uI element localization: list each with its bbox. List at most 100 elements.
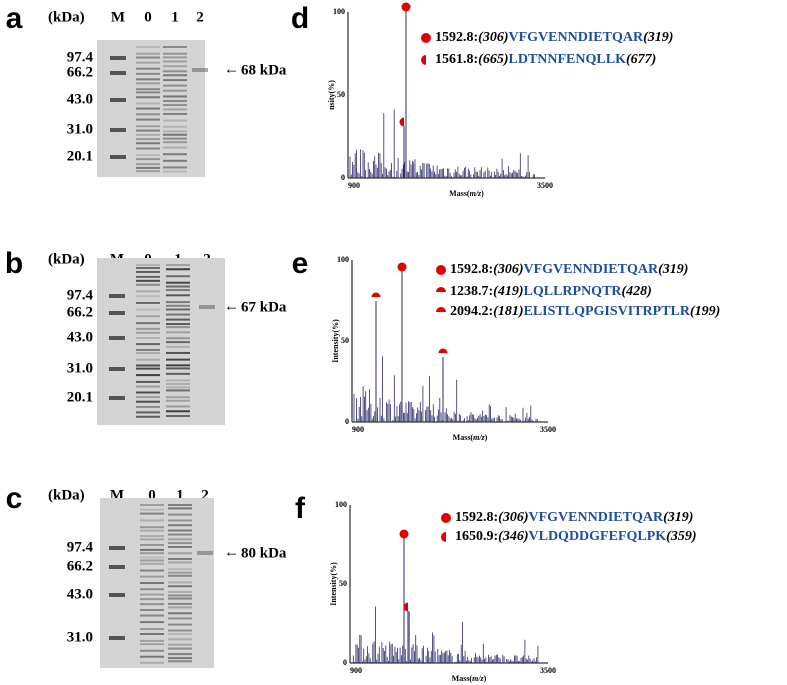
protein-band [168, 529, 192, 532]
peak-symbol [441, 513, 451, 523]
x-label-part: Mass( [452, 674, 473, 683]
protein-band [136, 348, 160, 351]
protein-band [140, 508, 164, 511]
target-band [192, 68, 208, 72]
marker-band [109, 593, 125, 597]
protein-band [136, 380, 160, 383]
x-label-part: Mass( [449, 189, 470, 198]
protein-band [166, 318, 190, 321]
y-tick-label: 0 [341, 173, 345, 182]
protein-band [168, 558, 192, 561]
protein-band [168, 629, 192, 632]
y-axis-label: Intensity(%) [331, 319, 340, 363]
peptide-end: (319) [658, 262, 688, 277]
protein-band [163, 108, 187, 111]
protein-band [166, 399, 190, 402]
protein-band [163, 95, 187, 98]
protein-band [136, 166, 160, 169]
protein-band [136, 415, 160, 418]
protein-band [163, 56, 187, 59]
protein-band [166, 285, 190, 288]
protein-band [140, 655, 164, 658]
protein-band [166, 367, 190, 370]
marker-label: 43.0 [67, 586, 93, 602]
protein-band [136, 264, 160, 266]
protein-band [140, 548, 164, 551]
protein-band [140, 504, 164, 506]
protein-band [136, 374, 160, 377]
protein-band [163, 74, 187, 77]
protein-band [166, 382, 190, 385]
lane-label: 1 [171, 9, 179, 25]
protein-band [168, 638, 192, 641]
protein-band [140, 526, 164, 529]
peptide-end: (677) [626, 52, 656, 67]
protein-band [166, 275, 190, 278]
protein-band [136, 405, 160, 408]
peptide-end: (319) [663, 510, 693, 525]
peptide-entry: 1592.8:(306)VFGVENNDIETQAR(319) [455, 510, 693, 525]
protein-band [166, 341, 190, 344]
peak-symbol [403, 602, 408, 612]
protein-band [136, 118, 160, 121]
protein-band [136, 46, 160, 48]
peptide-entry: 2094.2:(181)ELISTLQPGISVITRPTLR(199) [450, 304, 720, 319]
protein-band [140, 582, 164, 585]
protein-band [163, 60, 187, 63]
arrow: ← [224, 298, 239, 314]
protein-band [136, 336, 160, 339]
peptide-start: (665) [478, 52, 508, 67]
protein-band [166, 304, 190, 307]
x-label-part: ) [484, 674, 487, 683]
peak-symbol [401, 2, 411, 12]
protein-band [168, 623, 192, 626]
peptide-end: (428) [622, 284, 652, 299]
protein-band [163, 130, 187, 133]
protein-band [136, 61, 160, 64]
protein-band [136, 295, 160, 298]
peak-symbol [397, 262, 407, 272]
marker-band [109, 336, 125, 340]
protein-band [168, 657, 192, 660]
protein-band [136, 170, 160, 173]
protein-band [136, 322, 160, 325]
protein-band [168, 561, 192, 564]
marker-label: 31.0 [67, 360, 93, 376]
peptide-sequence: VFGVENNDIETQAR [509, 30, 644, 45]
protein-band [136, 129, 160, 132]
protein-band [136, 56, 160, 59]
protein-band [168, 524, 192, 527]
protein-band [166, 294, 190, 297]
x-label-part: m/z [472, 674, 484, 683]
peptide-mass: 1592.8: [435, 30, 478, 45]
protein-band [140, 621, 164, 624]
marker-band [110, 98, 126, 102]
protein-band [140, 639, 164, 642]
x-label-part: ) [485, 433, 488, 442]
marker-label: 43.0 [67, 91, 93, 107]
peptide-entry: 1592.8:(306)VFGVENNDIETQAR(319) [450, 262, 688, 277]
protein-band [166, 313, 190, 316]
protein-band [136, 352, 160, 355]
protein-band [166, 358, 190, 361]
protein-band [140, 559, 164, 562]
x-label-part: Mass( [453, 433, 474, 442]
protein-band [166, 364, 190, 367]
peptide-mass: 1238.7: [450, 284, 493, 299]
peptide-entry: 1561.8:(665)LDTNNFENQLLK(677) [435, 52, 656, 67]
protein-band [136, 267, 160, 270]
protein-band [136, 96, 160, 99]
protein-band [136, 78, 160, 81]
protein-band [163, 79, 187, 82]
protein-band [140, 512, 164, 515]
protein-band [168, 585, 192, 588]
y-tick-label: 50 [339, 579, 347, 588]
protein-band [136, 396, 160, 399]
protein-band [163, 133, 187, 136]
peptide-sequence: VFGVENNDIETQAR [529, 510, 664, 525]
marker-label: 31.0 [67, 121, 93, 137]
panel-letter: b [5, 247, 23, 280]
peptide-end: (359) [666, 529, 696, 544]
unit-label: (kDa) [48, 9, 85, 25]
protein-band [168, 647, 192, 650]
